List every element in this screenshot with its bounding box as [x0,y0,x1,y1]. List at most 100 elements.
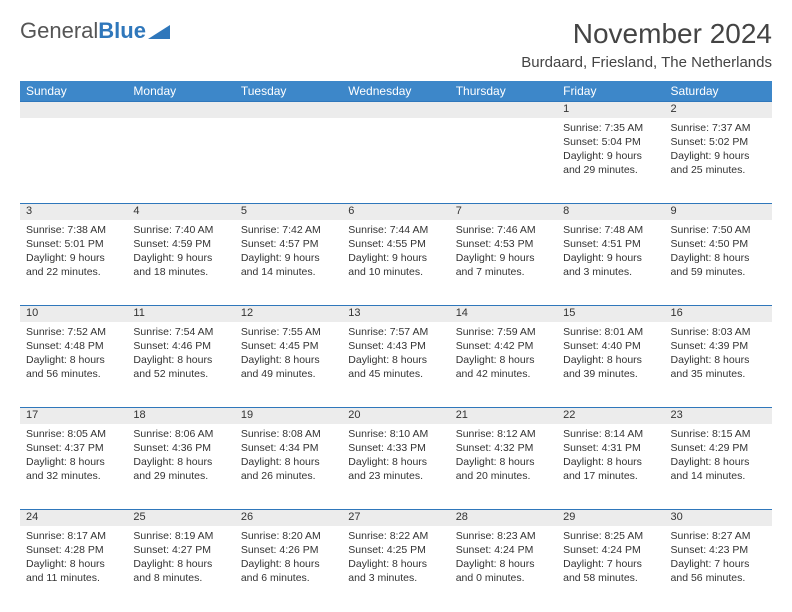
calendar-table: Sunday Monday Tuesday Wednesday Thursday… [20,81,772,612]
day-content-cell: Sunrise: 8:05 AMSunset: 4:37 PMDaylight:… [20,424,127,510]
daylight-line: Daylight: 9 hours and 29 minutes. [563,149,658,177]
day-content-cell: Sunrise: 7:50 AMSunset: 4:50 PMDaylight:… [665,220,772,306]
day-number-cell: 15 [557,306,664,322]
sunrise-line: Sunrise: 8:05 AM [26,427,121,441]
day-content-cell: Sunrise: 8:14 AMSunset: 4:31 PMDaylight:… [557,424,664,510]
day-content-row: Sunrise: 7:38 AMSunset: 5:01 PM Daylight:… [20,220,772,306]
weekday-header-row: Sunday Monday Tuesday Wednesday Thursday… [20,81,772,102]
day-content-row: Sunrise: 8:17 AMSunset: 4:28 PMDaylight:… [20,526,772,612]
title-block: November 2024 Burdaard, Friesland, The N… [521,18,772,71]
daylight-line: Daylight: 8 hours and 14 minutes. [671,455,766,483]
day-number-cell: 10 [20,306,127,322]
sunset-line: Sunset: 4:34 PM [241,441,336,455]
sunrise-line: Sunrise: 7:46 AM [456,223,551,237]
sunset-line: Sunset: 4:40 PM [563,339,658,353]
sunrise-line: Sunrise: 8:17 AM [26,529,121,543]
daylight-line: Daylight: 8 hours and 52 minutes. [133,353,228,381]
brand-logo: GeneralBlue [20,18,170,44]
sunset-line: Sunset: 4:45 PM [241,339,336,353]
sunrise-line: Sunrise: 8:20 AM [241,529,336,543]
day-number-cell: 6 [342,204,449,220]
sunrise-line: Sunrise: 7:37 AM [671,121,766,135]
daylight-line: Daylight: 8 hours and 0 minutes. [456,557,551,585]
sunset-line: Sunset: 4:43 PM [348,339,443,353]
sunset-line: Sunset: 5:01 PM [26,237,121,251]
day-number-cell: 29 [557,510,664,526]
day-number-cell: 25 [127,510,234,526]
day-number-cell: 21 [450,408,557,424]
daylight-line: Daylight: 8 hours and 3 minutes. [348,557,443,585]
day-number-cell: 28 [450,510,557,526]
day-number-cell: 11 [127,306,234,322]
month-title: November 2024 [521,18,772,50]
sunrise-line: Sunrise: 7:52 AM [26,325,121,339]
brand-part2: Blue [98,18,146,44]
day-content-cell: Sunrise: 7:44 AMSunset: 4:55 PMDaylight:… [342,220,449,306]
col-friday: Friday [557,81,664,102]
day-content-row: Sunrise: 7:52 AMSunset: 4:48 PM Daylight:… [20,322,772,408]
day-number-row: 10111213141516 [20,306,772,322]
daylight-line: Daylight: 7 hours and 58 minutes. [563,557,658,585]
sunrise-line: Sunrise: 7:54 AM [133,325,228,339]
sunrise-line: Sunrise: 8:23 AM [456,529,551,543]
day-number-cell: 23 [665,408,772,424]
day-content-cell: Sunrise: 8:27 AMSunset: 4:23 PMDaylight:… [665,526,772,612]
sunset-line: Sunset: 4:27 PM [133,543,228,557]
day-number-cell: 26 [235,510,342,526]
daylight-line: Daylight: 8 hours and 49 minutes. [241,353,336,381]
sunset-line: Sunset: 4:55 PM [348,237,443,251]
day-content-cell: Sunrise: 8:15 AMSunset: 4:29 PMDaylight:… [665,424,772,510]
day-content-cell: Sunrise: 8:03 AMSunset: 4:39 PMDaylight:… [665,322,772,408]
sunset-line: Sunset: 4:23 PM [671,543,766,557]
day-content-cell: Sunrise: 7:42 AMSunset: 4:57 PMDaylight:… [235,220,342,306]
col-thursday: Thursday [450,81,557,102]
sunset-line: Sunset: 4:46 PM [133,339,228,353]
sunset-line: Sunset: 5:04 PM [563,135,658,149]
day-content-cell: Sunrise: 7:55 AMSunset: 4:45 PMDaylight:… [235,322,342,408]
day-number-cell: 5 [235,204,342,220]
day-number-cell [342,102,449,118]
day-content-cell [127,118,234,204]
day-content-cell: Sunrise: 8:23 AMSunset: 4:24 PMDaylight:… [450,526,557,612]
col-saturday: Saturday [665,81,772,102]
sunrise-line: Sunrise: 7:38 AM [26,223,121,237]
day-content-cell: Sunrise: 8:22 AMSunset: 4:25 PMDaylight:… [342,526,449,612]
sunset-line: Sunset: 4:24 PM [456,543,551,557]
day-content-cell: Sunrise: 8:10 AMSunset: 4:33 PMDaylight:… [342,424,449,510]
col-wednesday: Wednesday [342,81,449,102]
day-number-cell: 17 [20,408,127,424]
day-content-cell: Sunrise: 8:12 AMSunset: 4:32 PMDaylight:… [450,424,557,510]
day-number-cell [127,102,234,118]
day-number-cell: 4 [127,204,234,220]
sunset-line: Sunset: 4:29 PM [671,441,766,455]
col-tuesday: Tuesday [235,81,342,102]
sunrise-line: Sunrise: 7:50 AM [671,223,766,237]
sunrise-line: Sunrise: 7:44 AM [348,223,443,237]
sunrise-line: Sunrise: 8:19 AM [133,529,228,543]
day-content-cell: Sunrise: 7:59 AMSunset: 4:42 PMDaylight:… [450,322,557,408]
sunset-line: Sunset: 4:53 PM [456,237,551,251]
daylight-line: Daylight: 9 hours and 14 minutes. [241,251,336,279]
sunset-line: Sunset: 4:48 PM [26,339,121,353]
day-content-cell: Sunrise: 8:17 AMSunset: 4:28 PMDaylight:… [20,526,127,612]
sunrise-line: Sunrise: 8:06 AM [133,427,228,441]
day-content-row: Sunrise: 7:35 AMSunset: 5:04 PMDaylight:… [20,118,772,204]
day-number-row: 24252627282930 [20,510,772,526]
sunset-line: Sunset: 4:37 PM [26,441,121,455]
sunset-line: Sunset: 4:59 PM [133,237,228,251]
day-content-cell: Sunrise: 8:25 AMSunset: 4:24 PMDaylight:… [557,526,664,612]
day-content-cell: Sunrise: 8:06 AMSunset: 4:36 PMDaylight:… [127,424,234,510]
daylight-line: Daylight: 8 hours and 39 minutes. [563,353,658,381]
day-content-cell: Sunrise: 7:35 AMSunset: 5:04 PMDaylight:… [557,118,664,204]
day-number-cell: 27 [342,510,449,526]
daylight-line: Daylight: 8 hours and 26 minutes. [241,455,336,483]
sunrise-line: Sunrise: 8:01 AM [563,325,658,339]
sunrise-line: Sunrise: 7:40 AM [133,223,228,237]
daylight-line: Daylight: 8 hours and 42 minutes. [456,353,551,381]
col-monday: Monday [127,81,234,102]
day-content-cell: Sunrise: 8:08 AMSunset: 4:34 PMDaylight:… [235,424,342,510]
day-number-cell: 3 [20,204,127,220]
day-content-cell: Sunrise: 8:19 AMSunset: 4:27 PMDaylight:… [127,526,234,612]
day-number-cell [235,102,342,118]
sunrise-line: Sunrise: 8:03 AM [671,325,766,339]
